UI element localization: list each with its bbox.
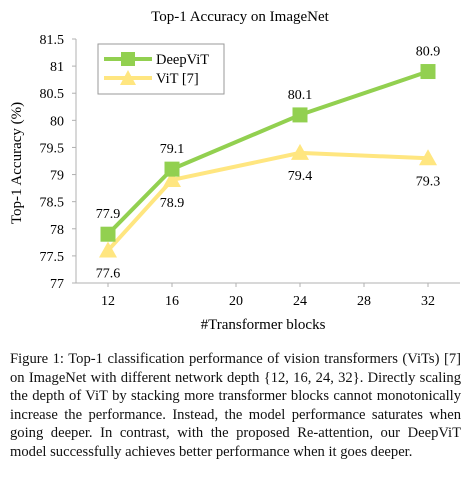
data-label-deepvit: 80.1 (288, 88, 313, 103)
data-label-vit: 79.4 (288, 169, 313, 184)
figure-caption: Figure 1: Top-1 classification performan… (10, 351, 461, 460)
data-label-vit: 79.3 (416, 174, 441, 189)
x-tick-label: 12 (101, 294, 115, 309)
x-tick-label: 28 (357, 294, 371, 309)
y-tick-label: 78.5 (40, 196, 65, 211)
data-point-vit (291, 143, 309, 160)
x-tick-label: 16 (165, 294, 179, 309)
series-lines (106, 69, 429, 252)
y-tick-label: 77.5 (40, 250, 65, 265)
legend-box (97, 43, 225, 95)
series-layer: 77.6 78.9 79.4 79.3 77.9 79.1 80.1 80.9 (96, 45, 441, 282)
y-tick-label: 81.5 (40, 33, 65, 48)
data-label-deepvit: 77.9 (96, 207, 121, 222)
x-tick-label: 20 (229, 294, 243, 309)
y-tick-label: 80.5 (40, 87, 65, 102)
data-label-deepvit: 80.9 (416, 45, 441, 60)
data-label-deepvit: 79.1 (160, 142, 185, 157)
y-tick-label: 77 (50, 277, 64, 292)
y-tick-label: 79.5 (40, 141, 65, 156)
data-label-vit: 78.9 (160, 196, 185, 211)
y-tick-label: 81 (50, 60, 64, 75)
accuracy-line-chart: Top-1 Accuracy on ImageNet Top-1 Accurac… (9, 9, 460, 333)
legend-label-vit: ViT [7] (156, 71, 199, 87)
chart-title: Top-1 Accuracy on ImageNet (151, 9, 329, 25)
data-point-deepvit (164, 161, 180, 177)
y-tick-label: 78 (50, 223, 64, 238)
y-tick-label: 80 (50, 114, 64, 129)
series-line-deepvit (106, 69, 429, 236)
x-tick-label: 32 (421, 294, 435, 309)
x-axis-label: #Transformer blocks (201, 317, 326, 333)
x-axis-ticks: 12 16 20 24 28 32 (101, 283, 435, 309)
y-tick-label: 79 (50, 169, 64, 184)
data-point-vit (99, 241, 117, 258)
data-point-deepvit (100, 226, 116, 242)
data-point-deepvit (420, 64, 436, 80)
legend-label-deepvit: DeepViT (156, 52, 209, 68)
legend: DeepViT ViT [7] (97, 43, 225, 95)
series-markers (99, 64, 437, 258)
data-labels: 77.6 78.9 79.4 79.3 77.9 79.1 80.1 80.9 (96, 45, 441, 282)
data-point-vit (419, 149, 437, 166)
legend-marker-deepvit (121, 52, 135, 66)
y-axis-label: Top-1 Accuracy (%) (9, 102, 25, 224)
legend-marker-vit (120, 70, 136, 85)
y-axis-ticks: 77 77.5 78 78.5 79 79.5 80 80.5 81 81.5 (40, 33, 76, 292)
data-point-deepvit (292, 107, 308, 123)
data-label-vit: 77.6 (96, 266, 121, 281)
x-tick-label: 24 (293, 294, 307, 309)
series-line-vit (106, 150, 429, 252)
data-point-vit (163, 170, 181, 187)
